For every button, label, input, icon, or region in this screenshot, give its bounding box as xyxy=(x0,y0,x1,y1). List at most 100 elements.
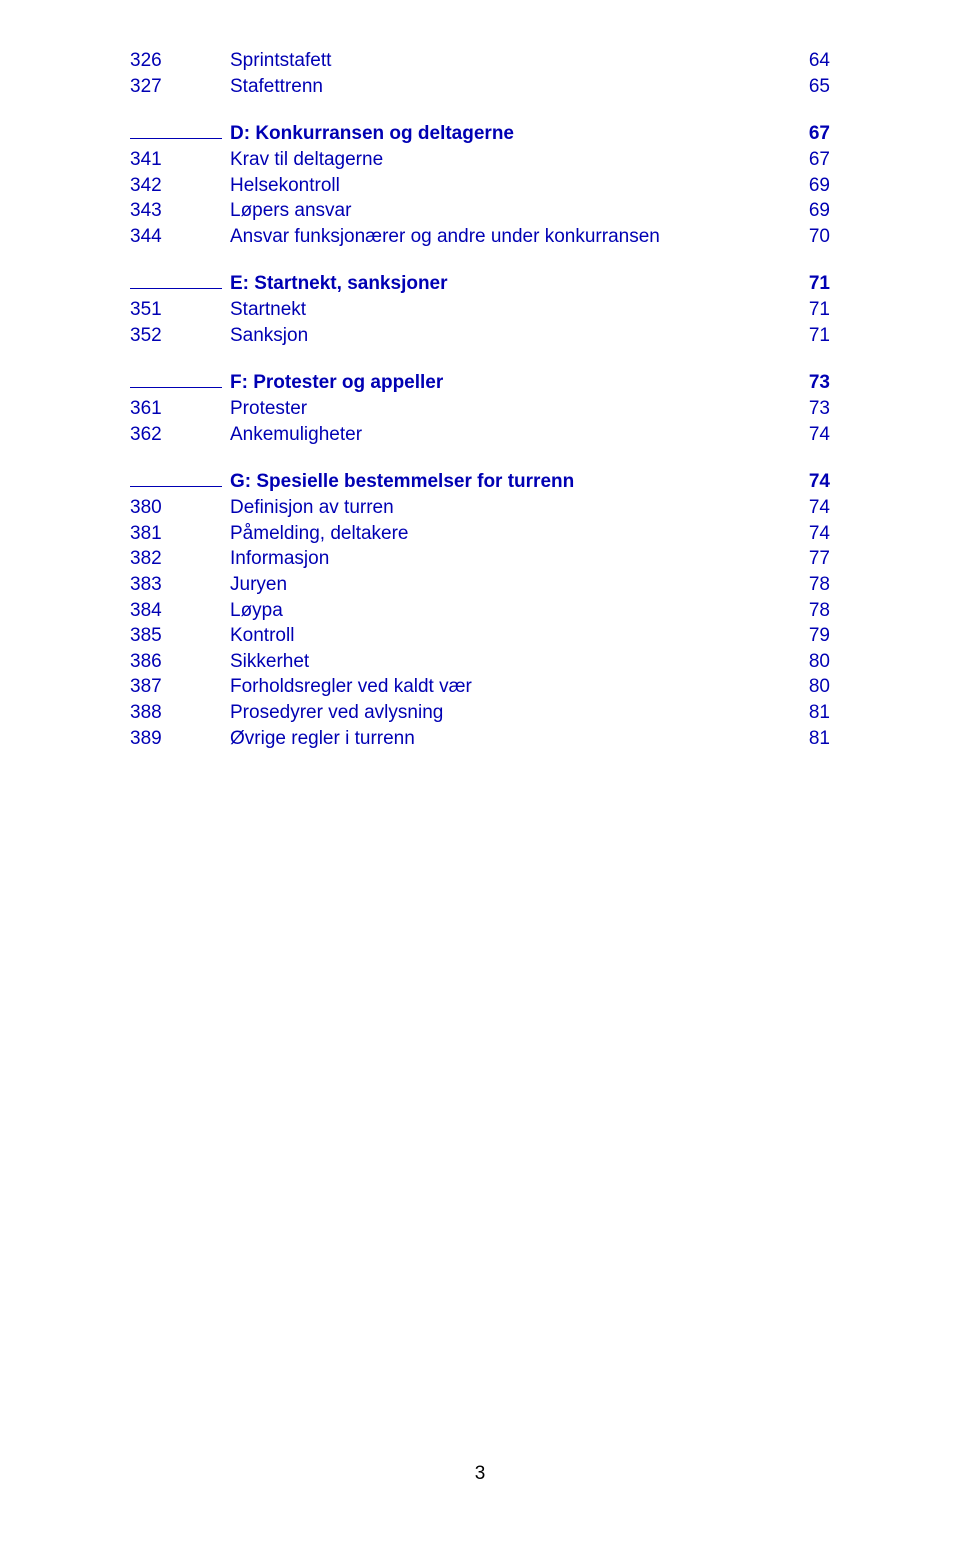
toc-item-page: 64 xyxy=(790,48,830,74)
toc-item-row: 381Påmelding, deltakere74 xyxy=(130,521,830,547)
toc-group: D: Konkurransen og deltagerne67341Krav t… xyxy=(130,121,830,249)
toc-heading-text: D: Konkurransen og deltagerne xyxy=(230,121,790,147)
toc-item-row: 344Ansvar funksjonærer og andre under ko… xyxy=(130,224,830,250)
toc-item-page: 79 xyxy=(790,623,830,649)
toc-item-page: 78 xyxy=(790,572,830,598)
toc-item-page: 74 xyxy=(790,521,830,547)
toc-item-row: 387Forholdsregler ved kaldt vær80 xyxy=(130,674,830,700)
toc-heading-lead xyxy=(130,121,230,147)
toc-group: F: Protester og appeller73361Protester73… xyxy=(130,370,830,447)
toc-item-row: 389Øvrige regler i turrenn81 xyxy=(130,726,830,752)
toc-item-page: 69 xyxy=(790,173,830,199)
toc-item-text: Sprintstafett xyxy=(230,48,790,74)
toc-item-text: Ankemuligheter xyxy=(230,422,790,448)
toc-heading-page: 73 xyxy=(790,370,830,396)
toc-heading-text: E: Startnekt, sanksjoner xyxy=(230,271,790,297)
toc-item-row: 342Helsekontroll69 xyxy=(130,173,830,199)
toc-item-row: 343Løpers ansvar69 xyxy=(130,198,830,224)
toc-item-page: 67 xyxy=(790,147,830,173)
toc-item-number: 388 xyxy=(130,700,230,726)
toc-item-row: 351Startnekt71 xyxy=(130,297,830,323)
toc-heading-lead xyxy=(130,370,230,396)
toc-heading-text: F: Protester og appeller xyxy=(230,370,790,396)
toc-item-page: 77 xyxy=(790,546,830,572)
toc-item-number: 361 xyxy=(130,396,230,422)
page-container: 326Sprintstafett64327Stafettrenn65D: Kon… xyxy=(0,0,960,1542)
toc-heading-row: D: Konkurransen og deltagerne67 xyxy=(130,121,830,147)
toc-heading-lead xyxy=(130,271,230,297)
toc-item-page: 80 xyxy=(790,674,830,700)
toc-item-number: 352 xyxy=(130,323,230,349)
toc-item-number: 385 xyxy=(130,623,230,649)
toc-item-row: 384Løypa78 xyxy=(130,598,830,624)
toc-item-number: 381 xyxy=(130,521,230,547)
toc-item-page: 69 xyxy=(790,198,830,224)
table-of-contents: 326Sprintstafett64327Stafettrenn65D: Kon… xyxy=(130,48,830,751)
toc-group: G: Spesielle bestemmelser for turrenn743… xyxy=(130,469,830,751)
toc-heading-page: 67 xyxy=(790,121,830,147)
page-number: 3 xyxy=(0,1461,960,1487)
toc-item-row: 326Sprintstafett64 xyxy=(130,48,830,74)
toc-item-text: Påmelding, deltakere xyxy=(230,521,790,547)
toc-item-text: Stafettrenn xyxy=(230,74,790,100)
toc-item-page: 80 xyxy=(790,649,830,675)
toc-item-page: 74 xyxy=(790,422,830,448)
toc-item-text: Løypa xyxy=(230,598,790,624)
toc-item-text: Juryen xyxy=(230,572,790,598)
toc-item-number: 327 xyxy=(130,74,230,100)
toc-item-page: 81 xyxy=(790,700,830,726)
toc-item-text: Sikkerhet xyxy=(230,649,790,675)
lead-line xyxy=(130,138,222,139)
toc-item-number: 383 xyxy=(130,572,230,598)
toc-item-text: Startnekt xyxy=(230,297,790,323)
toc-item-page: 73 xyxy=(790,396,830,422)
toc-item-text: Kontroll xyxy=(230,623,790,649)
toc-item-row: 352Sanksjon71 xyxy=(130,323,830,349)
toc-item-number: 362 xyxy=(130,422,230,448)
toc-item-page: 65 xyxy=(790,74,830,100)
toc-heading-page: 74 xyxy=(790,469,830,495)
toc-item-number: 326 xyxy=(130,48,230,74)
toc-item-number: 382 xyxy=(130,546,230,572)
toc-heading-row: E: Startnekt, sanksjoner71 xyxy=(130,271,830,297)
toc-item-text: Protester xyxy=(230,396,790,422)
toc-item-page: 71 xyxy=(790,323,830,349)
toc-heading-lead xyxy=(130,469,230,495)
toc-group: E: Startnekt, sanksjoner71351Startnekt71… xyxy=(130,271,830,348)
toc-item-row: 385Kontroll79 xyxy=(130,623,830,649)
toc-item-page: 81 xyxy=(790,726,830,752)
toc-heading-row: G: Spesielle bestemmelser for turrenn74 xyxy=(130,469,830,495)
toc-item-row: 386Sikkerhet80 xyxy=(130,649,830,675)
toc-item-text: Sanksjon xyxy=(230,323,790,349)
toc-item-text: Definisjon av turren xyxy=(230,495,790,521)
toc-item-page: 71 xyxy=(790,297,830,323)
toc-item-text: Krav til deltagerne xyxy=(230,147,790,173)
toc-item-row: 380Definisjon av turren74 xyxy=(130,495,830,521)
toc-item-page: 70 xyxy=(790,224,830,250)
lead-line xyxy=(130,486,222,487)
toc-item-page: 74 xyxy=(790,495,830,521)
toc-item-text: Ansvar funksjonærer og andre under konku… xyxy=(230,224,790,250)
toc-heading-page: 71 xyxy=(790,271,830,297)
toc-heading-row: F: Protester og appeller73 xyxy=(130,370,830,396)
toc-item-row: 382Informasjon77 xyxy=(130,546,830,572)
toc-item-text: Øvrige regler i turrenn xyxy=(230,726,790,752)
toc-item-number: 380 xyxy=(130,495,230,521)
toc-item-row: 341Krav til deltagerne67 xyxy=(130,147,830,173)
toc-item-number: 341 xyxy=(130,147,230,173)
toc-item-row: 383Juryen78 xyxy=(130,572,830,598)
toc-item-number: 386 xyxy=(130,649,230,675)
toc-item-row: 388Prosedyrer ved avlysning81 xyxy=(130,700,830,726)
toc-item-number: 389 xyxy=(130,726,230,752)
toc-item-row: 362Ankemuligheter74 xyxy=(130,422,830,448)
toc-item-page: 78 xyxy=(790,598,830,624)
lead-line xyxy=(130,288,222,289)
toc-group: 326Sprintstafett64327Stafettrenn65 xyxy=(130,48,830,99)
toc-item-number: 342 xyxy=(130,173,230,199)
toc-item-number: 387 xyxy=(130,674,230,700)
toc-item-text: Helsekontroll xyxy=(230,173,790,199)
toc-item-number: 384 xyxy=(130,598,230,624)
toc-item-number: 343 xyxy=(130,198,230,224)
lead-line xyxy=(130,387,222,388)
toc-item-row: 361Protester73 xyxy=(130,396,830,422)
